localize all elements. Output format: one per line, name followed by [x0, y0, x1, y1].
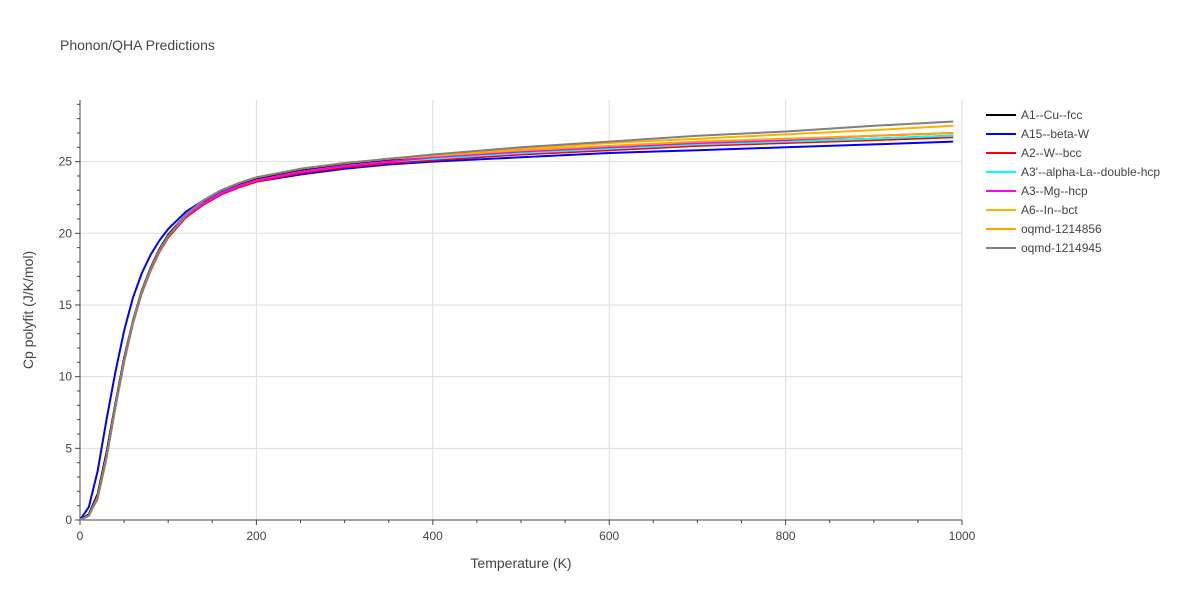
- legend-label: A3--Mg--hcp: [1021, 184, 1088, 198]
- x-tick-label: 600: [599, 529, 619, 543]
- legend-label: oqmd-1214856: [1021, 222, 1102, 236]
- legend-label: A6--In--bct: [1021, 203, 1078, 217]
- x-tick-label: 800: [776, 529, 796, 543]
- legend-item[interactable]: A3'--alpha-La--double-hcp: [986, 165, 1160, 179]
- x-tick-label: 0: [77, 529, 84, 543]
- y-tick-label: 15: [59, 298, 73, 312]
- y-axis-label: Cp polyfit (J/K/mol): [20, 251, 36, 369]
- legend-item[interactable]: A2--W--bcc: [986, 146, 1081, 160]
- legend-label: A15--beta-W: [1021, 127, 1090, 141]
- y-tick-label: 20: [59, 226, 73, 240]
- series-line-8: [79, 120, 954, 521]
- legend-item[interactable]: oqmd-1214945: [986, 241, 1102, 255]
- axes: 0 200 400 600 800 1000 0 5 10 15 20 25: [59, 100, 976, 543]
- legend-label: oqmd-1214945: [1021, 241, 1102, 255]
- series-layer: [79, 120, 954, 521]
- y-tick-label: 5: [65, 441, 72, 455]
- chart-title: Phonon/QHA Predictions: [60, 37, 215, 53]
- x-axis-label: Temperature (K): [470, 555, 571, 571]
- legend-label: A1--Cu--fcc: [1021, 108, 1082, 122]
- y-tick-label: 25: [59, 155, 73, 169]
- x-tick-label: 400: [423, 529, 443, 543]
- y-tick-label: 10: [59, 370, 73, 384]
- grid: [80, 100, 963, 520]
- legend: A1--Cu--fcc A15--beta-W A2--W--bcc A3'--alp…: [986, 108, 1160, 255]
- y-tick-label: 0: [65, 513, 72, 527]
- legend-item[interactable]: A3--Mg--hcp: [986, 184, 1088, 198]
- legend-item[interactable]: A1--Cu--fcc: [986, 108, 1082, 122]
- x-tick-label: 1000: [949, 529, 976, 543]
- legend-item[interactable]: A15--beta-W: [986, 127, 1090, 141]
- legend-label: A3'--alpha-La--double-hcp: [1021, 165, 1160, 179]
- legend-label: A2--W--bcc: [1021, 146, 1081, 160]
- legend-item[interactable]: A6--In--bct: [986, 203, 1078, 217]
- x-tick-label: 200: [246, 529, 266, 543]
- legend-item[interactable]: oqmd-1214856: [986, 222, 1102, 236]
